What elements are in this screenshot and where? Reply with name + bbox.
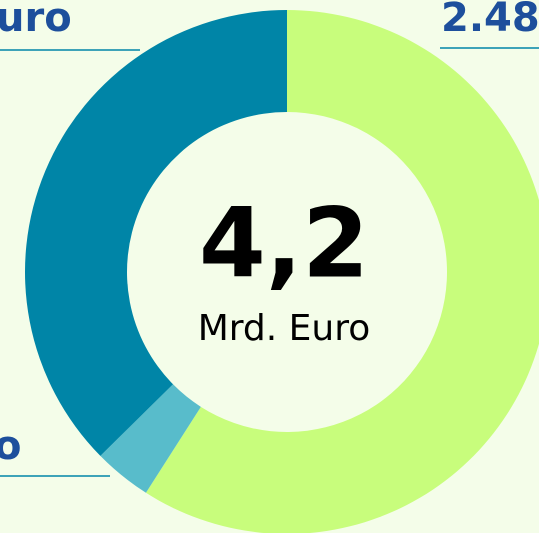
donut-slice — [100, 384, 201, 493]
annotation: uro — [0, 0, 72, 41]
annotation: o — [0, 423, 21, 469]
donut-slice — [145, 10, 539, 533]
center-value: 4,2 — [199, 187, 369, 299]
annotation: 2.48 — [441, 0, 539, 41]
donut — [25, 10, 539, 533]
donut-slice — [25, 10, 288, 456]
center-label: Mrd. Euro — [198, 308, 371, 349]
